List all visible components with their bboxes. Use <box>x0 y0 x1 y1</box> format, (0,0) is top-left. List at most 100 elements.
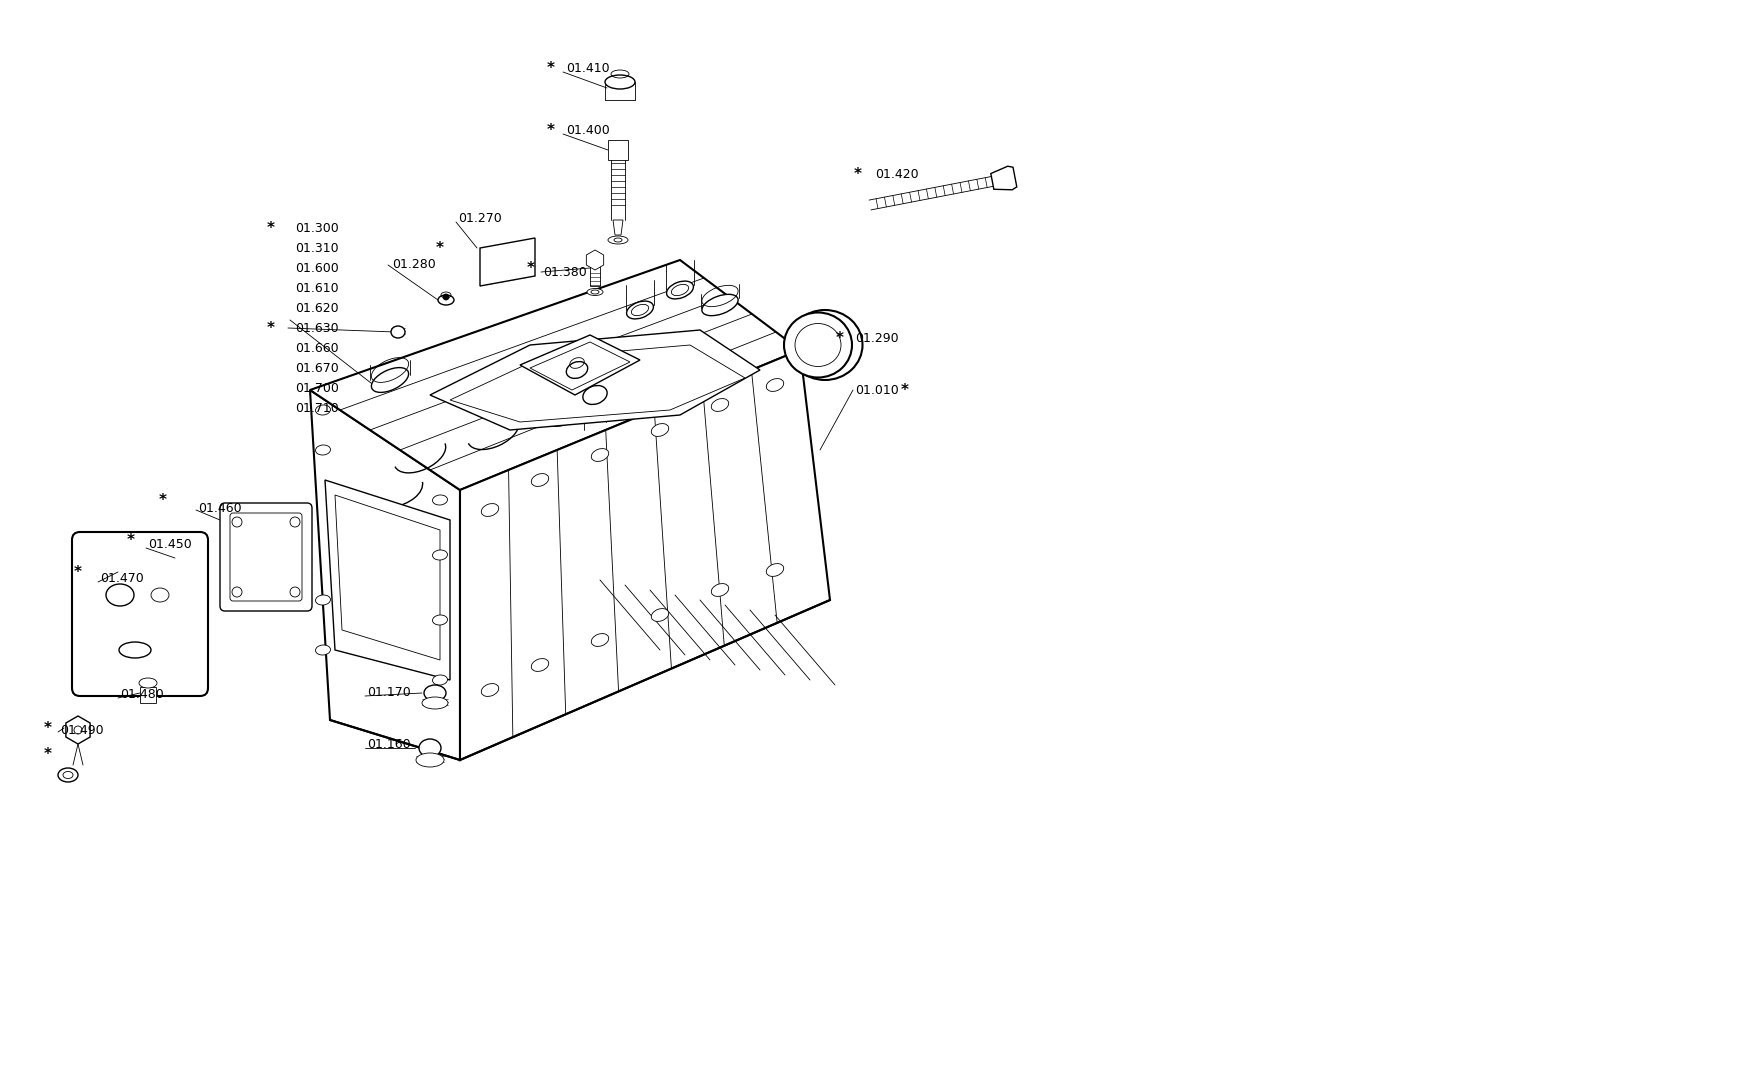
Polygon shape <box>520 335 640 395</box>
Ellipse shape <box>592 633 609 646</box>
Text: 01.410: 01.410 <box>565 61 609 74</box>
Text: *: * <box>128 533 135 547</box>
Text: *: * <box>44 720 52 736</box>
Polygon shape <box>310 390 460 760</box>
Ellipse shape <box>58 768 79 782</box>
Text: 01.270: 01.270 <box>458 211 502 225</box>
Ellipse shape <box>315 595 331 605</box>
Text: 01.470: 01.470 <box>100 571 144 584</box>
Ellipse shape <box>119 642 150 658</box>
Polygon shape <box>480 238 536 286</box>
Text: 01.300: 01.300 <box>296 221 340 234</box>
Ellipse shape <box>766 378 784 391</box>
Ellipse shape <box>138 678 158 688</box>
Text: 01.400: 01.400 <box>565 123 609 136</box>
Ellipse shape <box>390 326 404 338</box>
Text: *: * <box>159 493 166 508</box>
Ellipse shape <box>710 583 728 596</box>
Text: *: * <box>901 383 908 398</box>
Text: 01.630: 01.630 <box>296 322 340 335</box>
Ellipse shape <box>606 75 635 89</box>
Ellipse shape <box>315 405 331 415</box>
Text: 01.010: 01.010 <box>856 384 900 397</box>
Text: 01.600: 01.600 <box>296 262 340 275</box>
Polygon shape <box>612 220 623 235</box>
Ellipse shape <box>432 675 448 685</box>
Ellipse shape <box>532 658 550 671</box>
Text: 01.670: 01.670 <box>296 362 340 375</box>
Text: 01.160: 01.160 <box>368 739 411 751</box>
Ellipse shape <box>565 343 595 361</box>
Ellipse shape <box>564 350 597 371</box>
Text: *: * <box>527 261 536 276</box>
Ellipse shape <box>788 310 863 380</box>
Text: *: * <box>548 122 555 137</box>
Ellipse shape <box>432 550 448 560</box>
Ellipse shape <box>651 608 668 621</box>
Ellipse shape <box>315 445 331 455</box>
Ellipse shape <box>794 324 842 366</box>
Ellipse shape <box>371 367 408 392</box>
Ellipse shape <box>315 645 331 655</box>
Ellipse shape <box>766 564 784 577</box>
Ellipse shape <box>424 685 446 701</box>
Text: 01.620: 01.620 <box>296 302 340 315</box>
Polygon shape <box>326 480 450 680</box>
Ellipse shape <box>710 399 728 411</box>
Text: *: * <box>74 566 82 581</box>
Polygon shape <box>66 716 89 744</box>
Polygon shape <box>140 687 156 703</box>
Text: 01.290: 01.290 <box>856 331 900 344</box>
Ellipse shape <box>586 289 604 295</box>
Ellipse shape <box>432 615 448 625</box>
Text: 01.480: 01.480 <box>121 689 164 702</box>
Text: *: * <box>436 241 444 255</box>
Ellipse shape <box>626 301 653 319</box>
Polygon shape <box>607 140 628 160</box>
Ellipse shape <box>438 295 453 305</box>
Ellipse shape <box>592 449 609 461</box>
Ellipse shape <box>702 294 738 316</box>
Ellipse shape <box>416 753 444 767</box>
Text: *: * <box>268 220 275 235</box>
Ellipse shape <box>532 473 550 486</box>
Text: *: * <box>44 748 52 763</box>
Text: 01.380: 01.380 <box>542 266 586 279</box>
Ellipse shape <box>107 584 135 606</box>
Ellipse shape <box>422 697 448 708</box>
Text: *: * <box>836 330 844 346</box>
Text: 01.460: 01.460 <box>198 501 242 514</box>
FancyBboxPatch shape <box>72 532 208 697</box>
Polygon shape <box>590 266 600 286</box>
Ellipse shape <box>784 313 852 377</box>
Text: 01.170: 01.170 <box>368 687 411 700</box>
Circle shape <box>443 294 450 300</box>
Ellipse shape <box>481 683 499 697</box>
Text: 01.490: 01.490 <box>60 724 103 737</box>
FancyBboxPatch shape <box>220 502 312 611</box>
Ellipse shape <box>567 362 588 378</box>
Ellipse shape <box>651 424 668 436</box>
Text: *: * <box>548 61 555 75</box>
Text: 01.700: 01.700 <box>296 382 340 395</box>
Polygon shape <box>990 166 1017 190</box>
Ellipse shape <box>667 281 693 299</box>
Ellipse shape <box>418 739 441 756</box>
Polygon shape <box>310 261 800 490</box>
Text: 01.610: 01.610 <box>296 281 340 294</box>
Text: 01.310: 01.310 <box>296 242 340 254</box>
Text: 01.420: 01.420 <box>875 169 919 182</box>
Text: *: * <box>268 320 275 336</box>
Ellipse shape <box>583 386 607 404</box>
Ellipse shape <box>607 237 628 244</box>
Ellipse shape <box>481 504 499 517</box>
Text: 01.450: 01.450 <box>149 538 192 552</box>
Ellipse shape <box>432 495 448 505</box>
Text: 01.710: 01.710 <box>296 401 340 414</box>
Polygon shape <box>586 250 604 270</box>
Text: 01.660: 01.660 <box>296 341 340 354</box>
Polygon shape <box>430 330 760 429</box>
Text: 01.280: 01.280 <box>392 258 436 271</box>
Text: *: * <box>854 168 863 182</box>
Polygon shape <box>460 350 830 760</box>
